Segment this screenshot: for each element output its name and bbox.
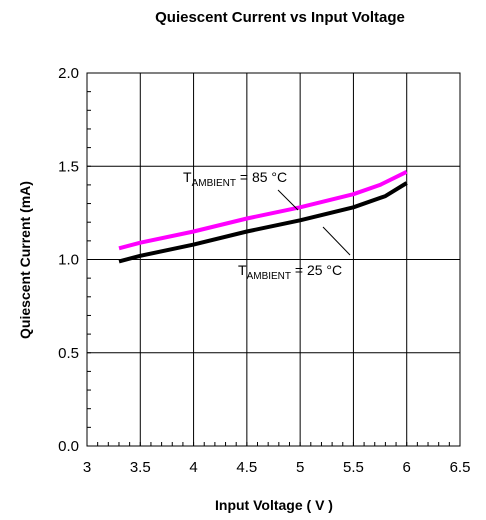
y-tick-label: 0.0 bbox=[58, 438, 79, 455]
x-tick-label: 3 bbox=[83, 459, 91, 476]
annotation-25-rest: = 25 °C bbox=[291, 262, 342, 278]
annotation-leader-85 bbox=[277, 189, 299, 211]
series-layer bbox=[118, 170, 408, 264]
y-tick-label: 1.0 bbox=[58, 252, 79, 269]
x-tick-label: 5.5 bbox=[343, 459, 364, 476]
annotation-25-main: T bbox=[238, 262, 247, 278]
x-axis-label: Input Voltage ( V ) bbox=[215, 497, 333, 513]
annotation-85-rest: = 85 °C bbox=[236, 169, 287, 185]
y-tick-label: 1.5 bbox=[58, 158, 79, 175]
annotation-85-sub: AMBIENT bbox=[192, 178, 236, 189]
x-tick-label: 5 bbox=[296, 459, 304, 476]
annotation-layer: TAMBIENT = 85 °C TAMBIENT = 25 °C bbox=[183, 169, 351, 282]
plot-frame bbox=[86, 72, 461, 447]
y-tick-label: 0.5 bbox=[58, 345, 79, 362]
x-tick-label: 3.5 bbox=[130, 459, 151, 476]
grid-layer bbox=[86, 72, 461, 447]
annotation-25: TAMBIENT = 25 °C bbox=[238, 262, 342, 282]
annotation-leader-25 bbox=[322, 226, 351, 256]
tick-layer: 3 3.5 4 4.5 5 5.5 6 6.5 0.0 0.5 1.0 1.5 2.0 bbox=[58, 65, 470, 476]
series-line-85c bbox=[118, 170, 408, 251]
x-tick-label: 4 bbox=[189, 459, 197, 476]
x-tick-label: 6.5 bbox=[450, 459, 471, 476]
y-axis-label: Quiescent Current (mA) bbox=[17, 181, 33, 339]
series-line-25c bbox=[118, 181, 408, 264]
annotation-25-sub: AMBIENT bbox=[247, 271, 291, 282]
annotation-85-main: T bbox=[183, 169, 192, 185]
annotation-85: TAMBIENT = 85 °C bbox=[183, 169, 287, 189]
chart-title: Quiescent Current vs Input Voltage bbox=[155, 9, 405, 26]
x-tick-label: 4.5 bbox=[236, 459, 257, 476]
x-tick-label: 6 bbox=[403, 459, 411, 476]
y-tick-label: 2.0 bbox=[58, 65, 79, 82]
